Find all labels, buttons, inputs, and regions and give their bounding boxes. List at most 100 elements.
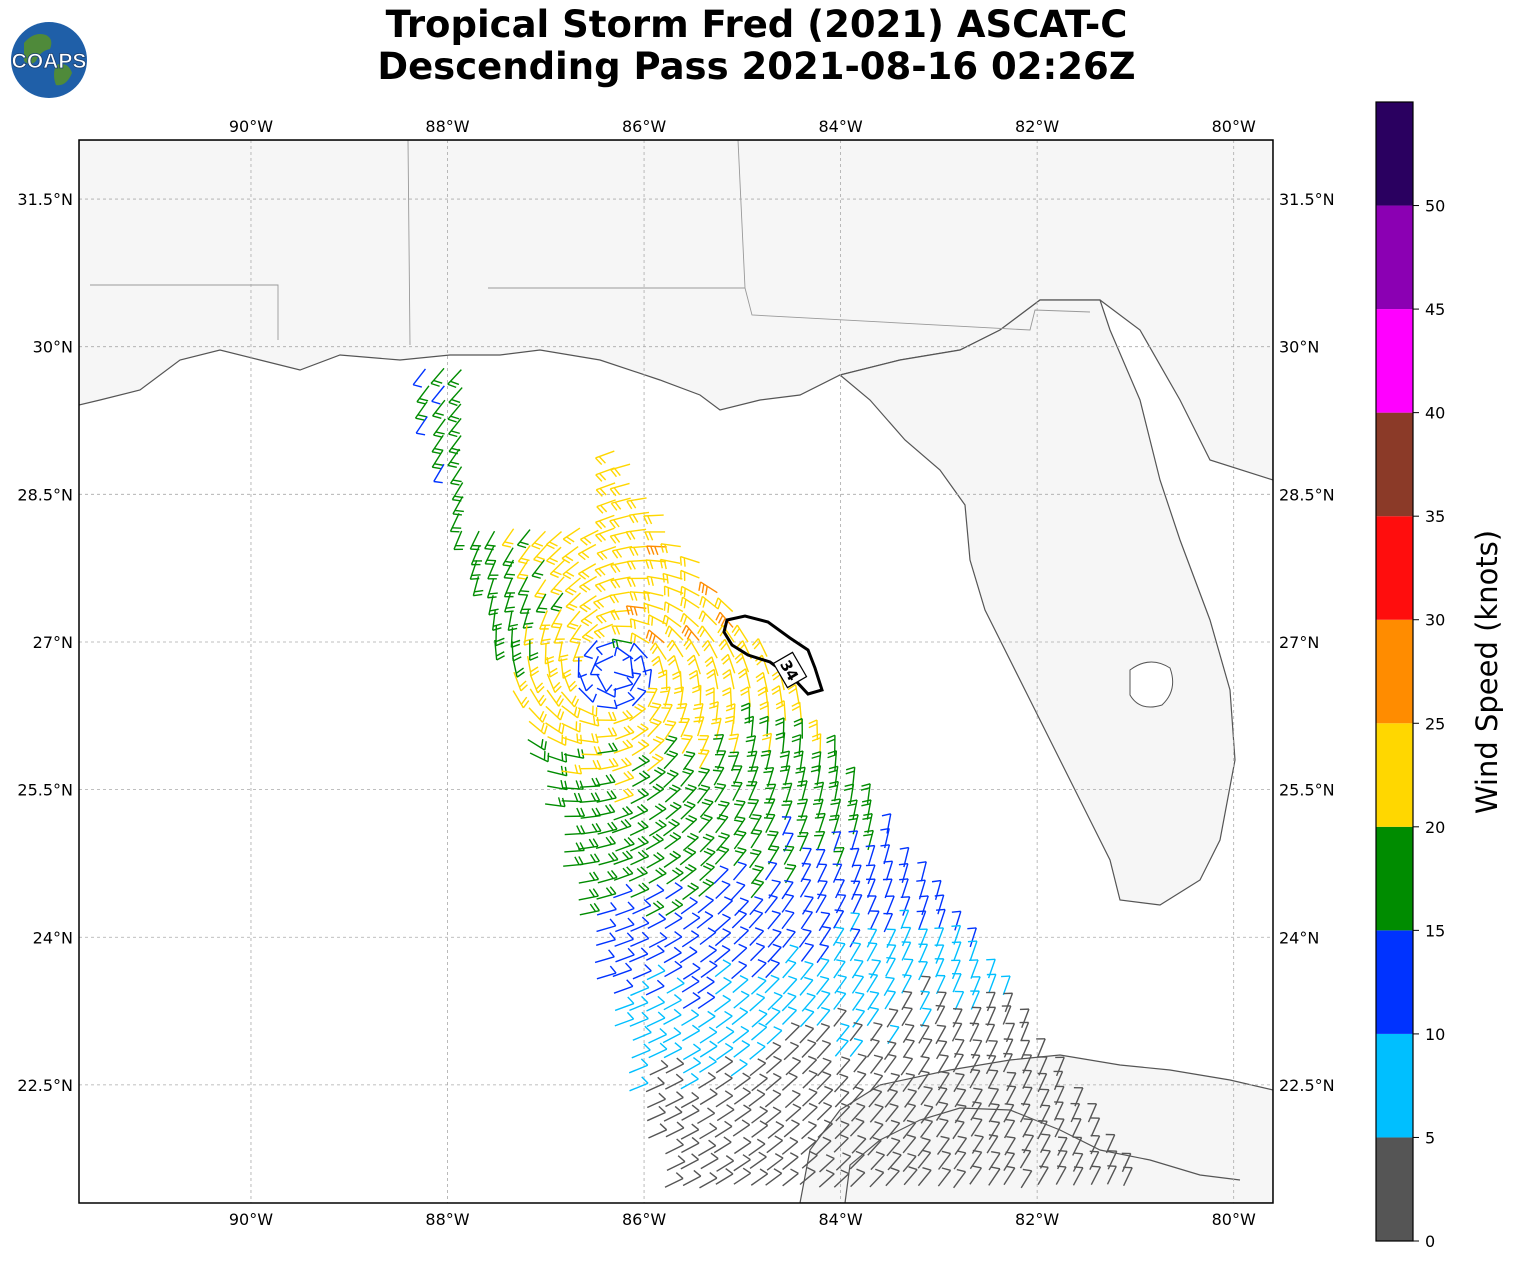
wind-barb	[814, 830, 826, 851]
wind-barb	[693, 702, 704, 724]
wind-barb	[887, 1024, 900, 1045]
wind-barb	[781, 909, 795, 930]
wind-barb	[935, 1101, 949, 1121]
wind-barb	[731, 960, 748, 980]
wind-barb	[918, 943, 929, 963]
wind-barb	[953, 1072, 965, 1093]
wind-barb	[698, 814, 713, 834]
wind-barb	[953, 1168, 967, 1189]
wind-barb	[766, 1153, 784, 1171]
wind-barb	[1002, 1052, 1013, 1073]
wind-barb	[609, 515, 630, 529]
wind-barb	[985, 1054, 997, 1075]
wind-barb	[749, 942, 766, 962]
wind-barb	[901, 1006, 913, 1027]
wind-barb	[818, 1169, 835, 1188]
title-line-2: Descending Pass 2021-08-16 02:26Z	[377, 45, 1136, 88]
wind-barb	[578, 871, 600, 884]
wind-barb	[1003, 1038, 1014, 1058]
wind-barb	[662, 614, 682, 628]
wind-barb	[750, 976, 767, 995]
wind-barb	[987, 1069, 999, 1089]
wind-barb	[816, 1071, 832, 1090]
wind-barb	[625, 528, 647, 541]
wind-barb	[569, 624, 582, 644]
wind-barb	[697, 991, 716, 1010]
wind-barb	[936, 991, 947, 1011]
wind-barb	[848, 830, 859, 851]
wind-barb	[902, 1134, 917, 1154]
wind-barb	[834, 1037, 849, 1057]
wind-barb	[971, 1087, 983, 1108]
wind-barb	[645, 833, 664, 851]
lon-tick-label: 86°W	[622, 117, 666, 136]
wind-barb	[632, 770, 651, 787]
wind-barb	[699, 1055, 717, 1073]
wind-barb	[714, 959, 732, 978]
wind-barb	[664, 930, 683, 948]
wind-barb	[596, 711, 617, 722]
wind-barb	[596, 965, 617, 980]
wind-barb	[580, 822, 602, 835]
wind-barb	[629, 618, 650, 630]
wind-barb	[765, 1072, 782, 1091]
wind-barb	[828, 814, 840, 835]
wind-barb	[733, 1136, 752, 1155]
wind-barb	[934, 958, 945, 978]
wind-barb	[629, 1011, 649, 1027]
wind-barb	[1053, 1101, 1064, 1121]
lat-tick-label: 25.5°N	[1279, 781, 1335, 800]
wind-barb	[646, 852, 665, 869]
wind-barb	[988, 1120, 1001, 1140]
wind-barb	[699, 798, 714, 818]
wind-barb	[714, 783, 727, 803]
wind-barb	[866, 942, 878, 962]
wind-barb	[1037, 1165, 1049, 1185]
wind-barb	[1022, 1086, 1033, 1106]
wind-barb	[784, 863, 797, 884]
wind-barb	[699, 1172, 718, 1189]
wind-barb	[535, 593, 548, 614]
wind-barb	[698, 749, 710, 769]
wind-barb	[549, 559, 566, 579]
wind-barb	[583, 640, 598, 660]
wind-barb	[613, 739, 634, 754]
wind-barb	[613, 676, 634, 691]
wind-barb	[781, 1006, 797, 1026]
wind-barb	[673, 686, 684, 707]
wind-barb	[579, 529, 599, 546]
wind-barb	[697, 625, 715, 643]
wind-barb	[919, 990, 931, 1011]
wind-barb	[697, 976, 715, 994]
wind-barb	[683, 638, 701, 657]
wind-barb	[630, 931, 650, 948]
wind-barb	[527, 738, 547, 751]
wind-barb	[1090, 1117, 1101, 1137]
wind-barb	[765, 1055, 782, 1074]
wind-barb	[430, 367, 445, 387]
wind-barb	[453, 530, 465, 551]
wind-barb	[579, 575, 598, 593]
wind-barb	[565, 592, 582, 611]
wind-barb	[934, 944, 945, 964]
wind-barb	[849, 941, 862, 962]
wind-barb	[680, 1123, 700, 1140]
wind-barb	[781, 992, 797, 1012]
wind-barb	[749, 848, 762, 869]
wind-barb	[751, 1009, 768, 1028]
wind-barb	[811, 750, 822, 772]
wind-barb	[597, 869, 618, 884]
wind-barb	[721, 653, 736, 674]
wind-barb	[680, 1091, 700, 1109]
wind-barb	[648, 819, 667, 837]
wind-barb	[767, 991, 783, 1011]
wind-barb	[697, 895, 714, 914]
wind-barb	[746, 781, 758, 801]
wind-barb	[681, 1009, 700, 1027]
wind-barb	[648, 1027, 668, 1044]
wind-barb	[765, 783, 777, 804]
wind-barb	[751, 1120, 769, 1138]
wind-barb	[883, 912, 894, 933]
wind-barb	[659, 558, 681, 570]
